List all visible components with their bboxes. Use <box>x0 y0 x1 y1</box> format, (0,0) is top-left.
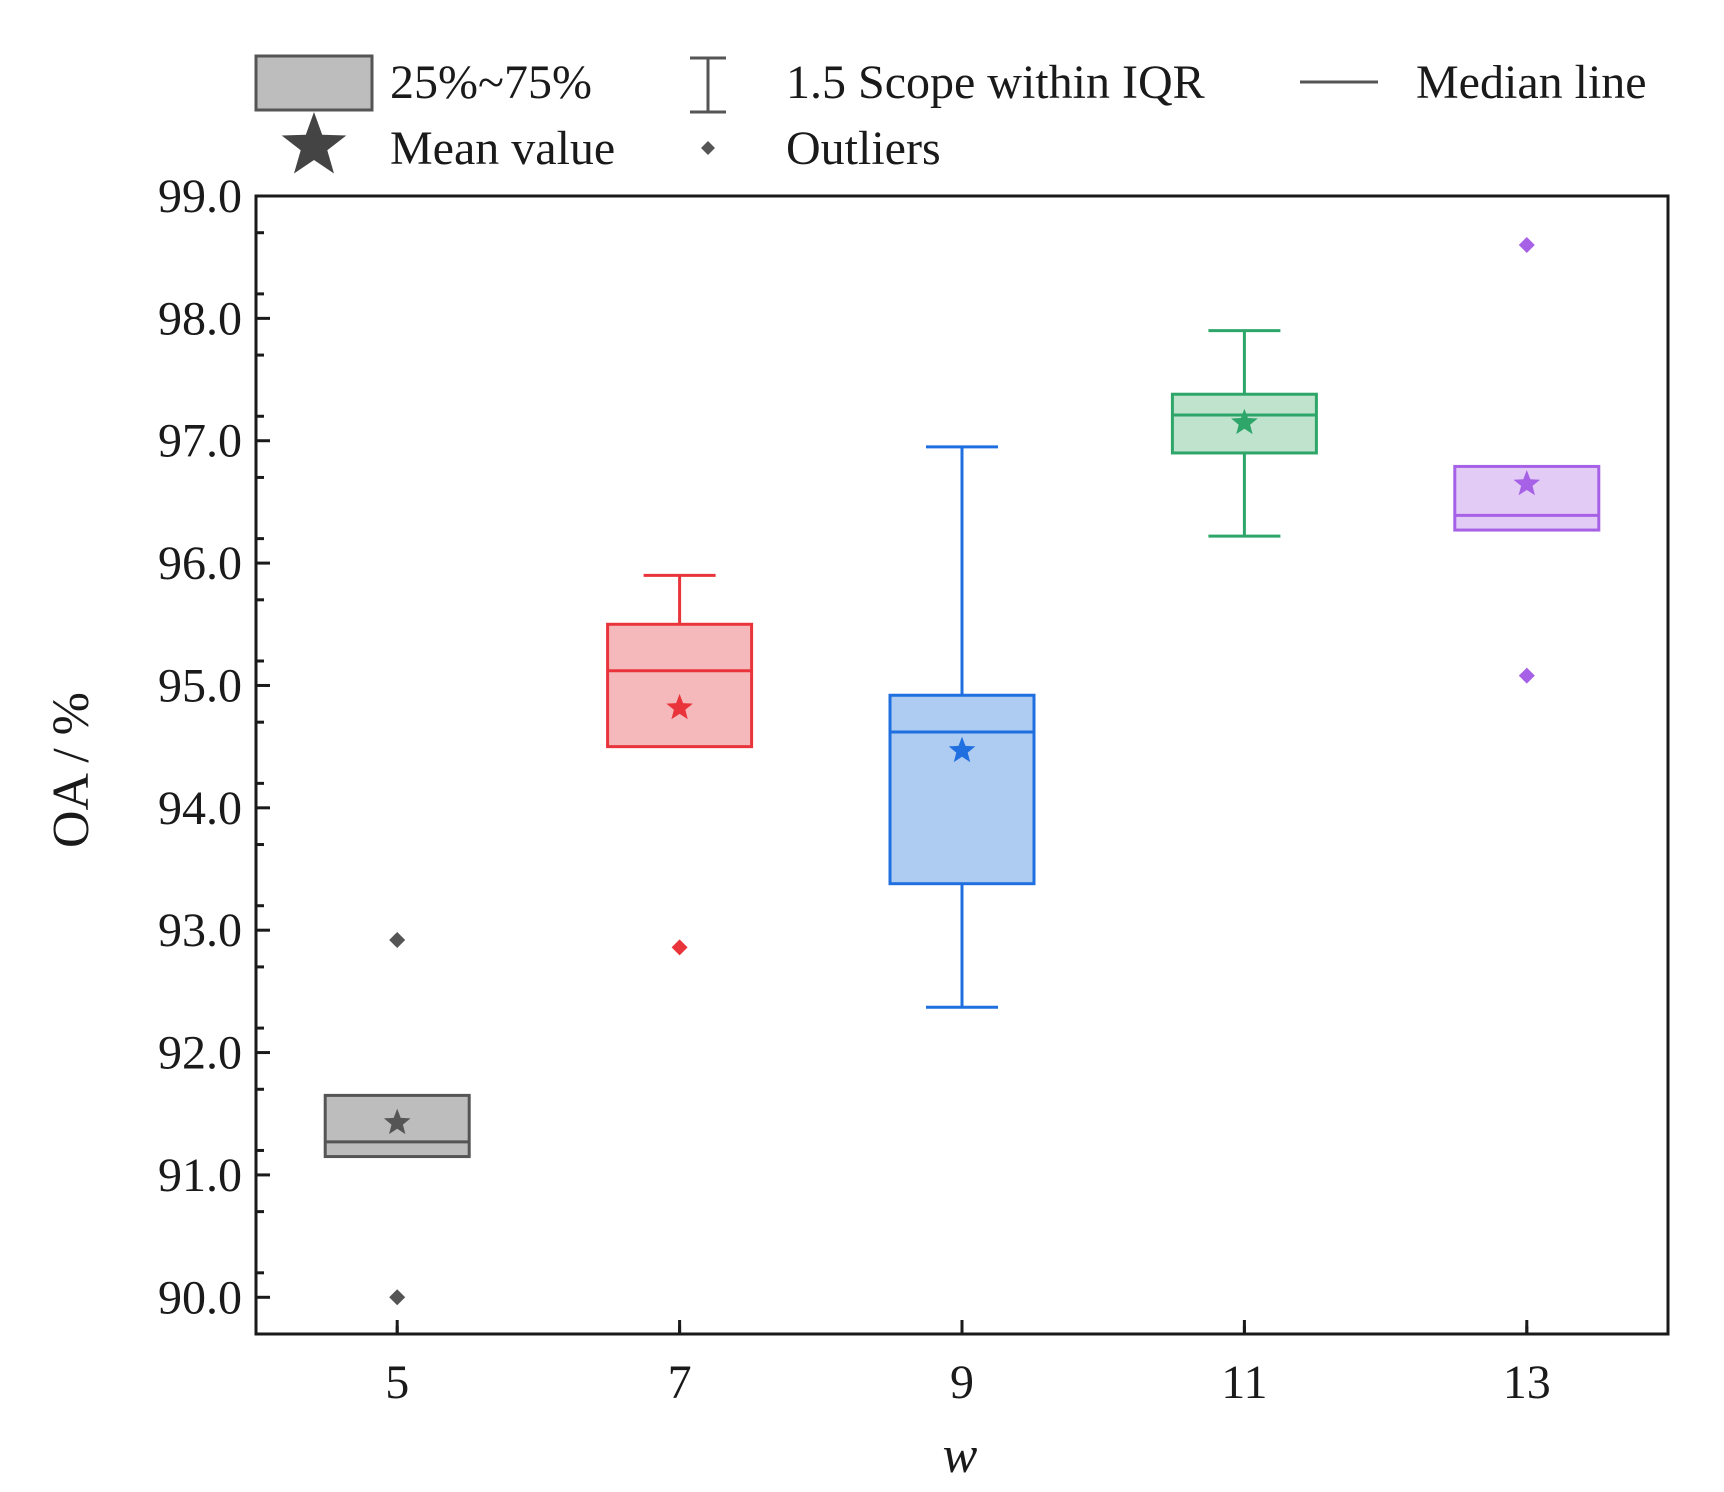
mean-marker <box>666 693 693 720</box>
legend: 25%~75% 1.5 Scope within IQR Median line Me… <box>254 54 1647 175</box>
box-group-w11 <box>1170 329 1318 538</box>
x-tick-label: 9 <box>950 1356 974 1409</box>
legend-mean-swatch <box>281 112 347 174</box>
iqr-box <box>888 693 1036 886</box>
y-tick-label: 95.0 <box>158 659 242 712</box>
outlier-point <box>1518 236 1535 253</box>
y-tick-label: 90.0 <box>158 1271 242 1324</box>
box-group-w13 <box>1453 236 1601 684</box>
box-group-w9 <box>888 445 1036 1009</box>
plot-area <box>254 194 1670 1336</box>
mean-marker <box>1231 408 1258 435</box>
y-tick-label: 98.0 <box>158 292 242 345</box>
y-tick-label: 99.0 <box>158 170 242 223</box>
box-group-w5 <box>323 931 471 1306</box>
y-tick-label: 94.0 <box>158 782 242 835</box>
y-tick-label: 93.0 <box>158 904 242 957</box>
x-axis: 5 7 9 11 13 <box>385 1320 1551 1409</box>
outlier-point <box>1518 667 1535 684</box>
iqr-box <box>606 622 754 749</box>
legend-box-swatch <box>254 54 374 112</box>
mean-marker <box>1513 470 1541 496</box>
y-tick-label: 91.0 <box>158 1149 242 1202</box>
y-tick-label: 96.0 <box>158 537 242 590</box>
mean-marker <box>383 1108 411 1135</box>
legend-label: Mean value <box>390 122 615 175</box>
x-tick-label: 7 <box>668 1356 692 1409</box>
mean-marker <box>948 736 976 763</box>
x-tick-label: 5 <box>385 1356 409 1409</box>
legend-label: Median line <box>1416 56 1647 109</box>
y-tick-label: 92.0 <box>158 1027 242 1080</box>
legend-item-median: Median line <box>1300 56 1647 109</box>
legend-label: Outliers <box>786 122 941 175</box>
legend-outlier-swatch <box>701 141 715 155</box>
x-tick-label: 11 <box>1221 1356 1267 1409</box>
outlier-point <box>389 1289 406 1306</box>
legend-label: 25%~75% <box>390 56 592 109</box>
x-axis-title: w <box>943 1427 978 1484</box>
legend-item-outlier: Outliers <box>701 122 941 175</box>
x-tick-label: 13 <box>1503 1356 1551 1409</box>
y-axis: 90.0 91.0 92.0 93.0 94.0 95.0 96.0 97.0 98.0 99.0 <box>158 170 270 1336</box>
box-group-w7 <box>606 573 754 956</box>
outlier-point <box>389 931 406 948</box>
y-tick-label: 97.0 <box>158 415 242 468</box>
y-axis-title: OA / % <box>43 692 100 848</box>
legend-item-mean: Mean value <box>281 112 615 175</box>
outlier-point <box>671 939 688 956</box>
legend-item-box: 25%~75% <box>254 54 592 112</box>
legend-item-whisker: 1.5 Scope within IQR <box>690 56 1205 114</box>
legend-label: 1.5 Scope within IQR <box>786 56 1205 109</box>
